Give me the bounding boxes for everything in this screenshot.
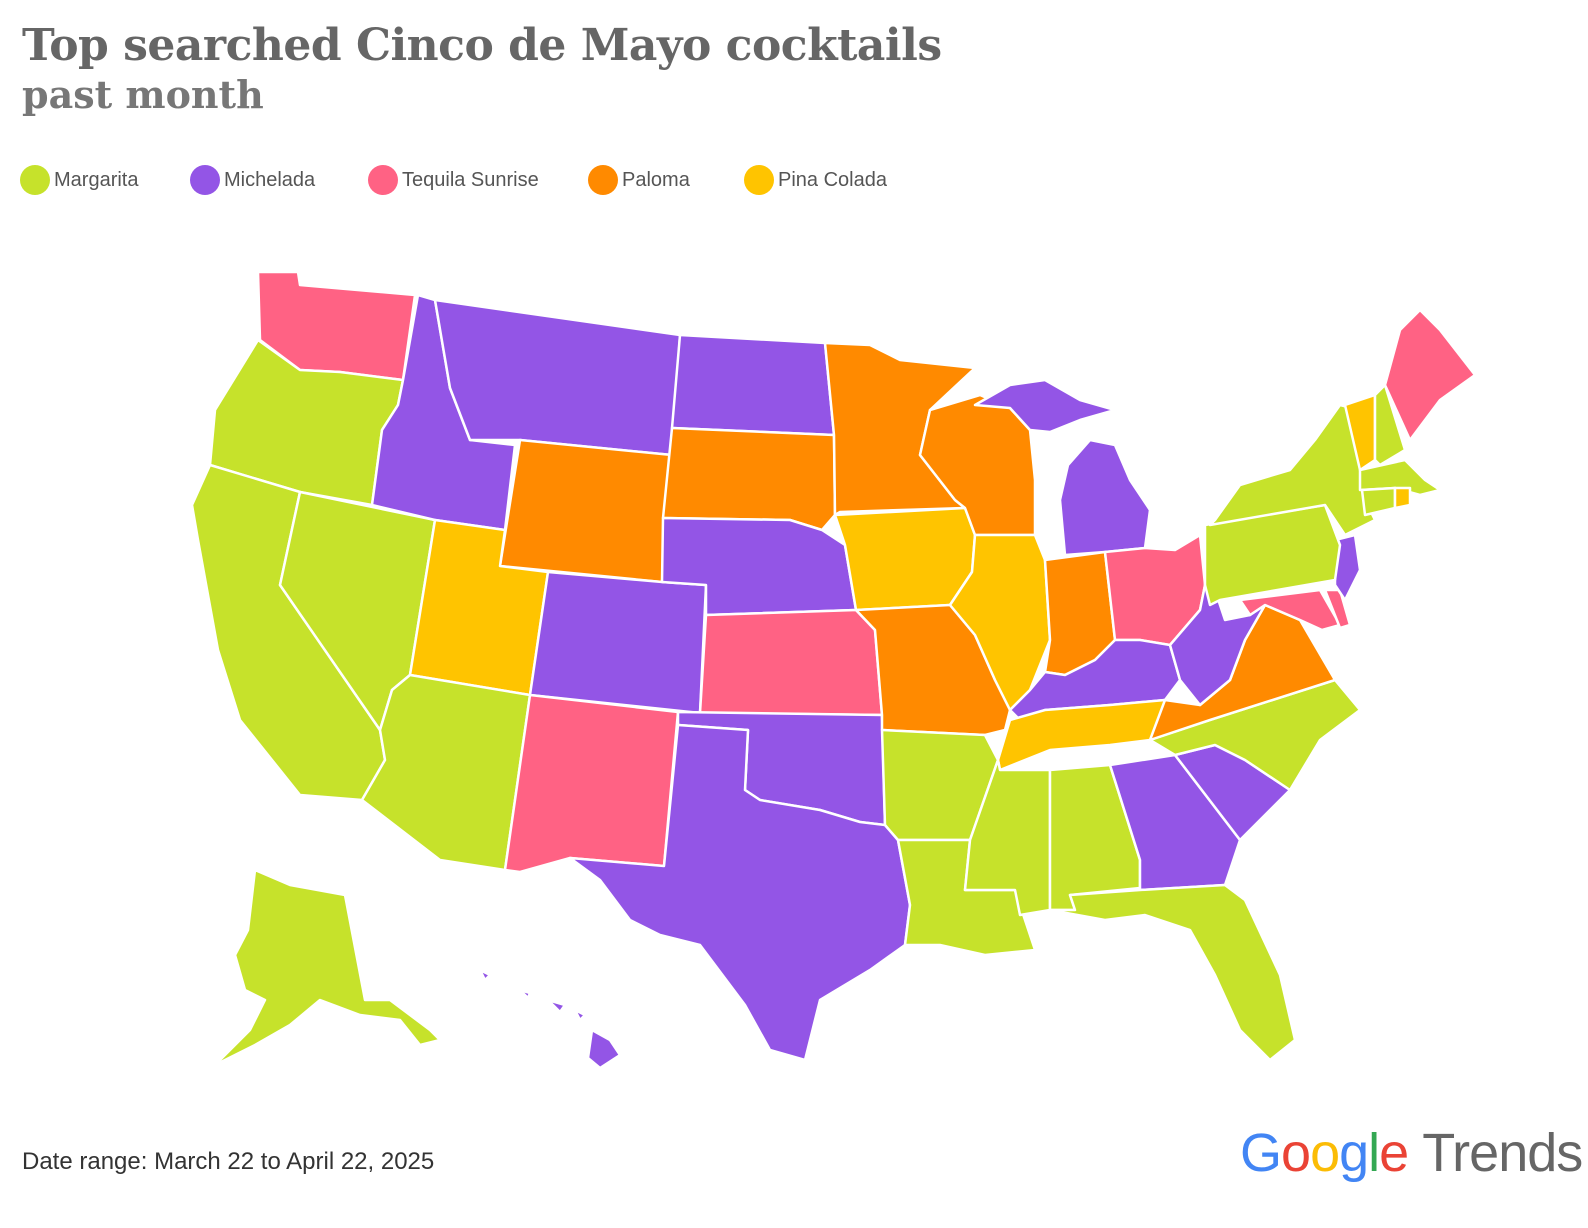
- legend-swatch-paloma: [588, 165, 618, 195]
- legend-item-tequila-sunrise: Tequila Sunrise: [368, 163, 539, 197]
- state-md: [1238, 588, 1342, 632]
- state-ks: [698, 608, 884, 717]
- state-ky: [1008, 638, 1182, 722]
- state-co: [528, 570, 708, 715]
- legend-swatch-margarita: [20, 165, 50, 195]
- legend-swatch-tequila-sunrise: [368, 165, 398, 195]
- legend-label-margarita: Margarita: [54, 168, 139, 191]
- legend-item-michelada: Michelada: [190, 163, 315, 197]
- legend-swatch-pina-colada: [744, 165, 774, 195]
- state-ct: [1360, 486, 1397, 517]
- legend-label-michelada: Michelada: [224, 168, 316, 191]
- date-range: Date range: March 22 to April 22, 2025: [22, 1148, 435, 1175]
- legend-item-paloma: Paloma: [588, 163, 690, 197]
- legend-swatch-michelada: [190, 165, 220, 195]
- state-me: [1383, 308, 1477, 442]
- state-de: [1323, 588, 1352, 630]
- state-sd: [661, 426, 837, 532]
- state-fl: [1048, 883, 1297, 1062]
- state-az: [360, 673, 532, 872]
- legend-label-paloma: Paloma: [622, 168, 690, 191]
- state-wy: [498, 438, 674, 584]
- map-title: Top searched Cinco de Mayo cocktails: [22, 20, 942, 71]
- state-nd: [670, 333, 836, 437]
- state-nh: [1373, 383, 1407, 467]
- state-ak: [213, 868, 442, 1067]
- legend-item-pina-colada: Pina Colada: [744, 163, 887, 197]
- legend: Margarita Michelada Tequila Sunrise Palo…: [20, 163, 1020, 197]
- state-hi: [478, 968, 622, 1070]
- state-mt: [433, 298, 682, 457]
- state-nm: [503, 693, 680, 874]
- map-subtitle: past month: [22, 72, 264, 117]
- state-ri: [1393, 486, 1412, 510]
- legend-label-tequila-sunrise: Tequila Sunrise: [402, 168, 539, 191]
- state-ia: [833, 506, 977, 612]
- state-tx: [568, 723, 912, 1062]
- legend-label-pina-colada: Pina Colada: [778, 168, 887, 191]
- legend-item-margarita: Margarita: [20, 163, 138, 197]
- state-pa: [1203, 503, 1342, 607]
